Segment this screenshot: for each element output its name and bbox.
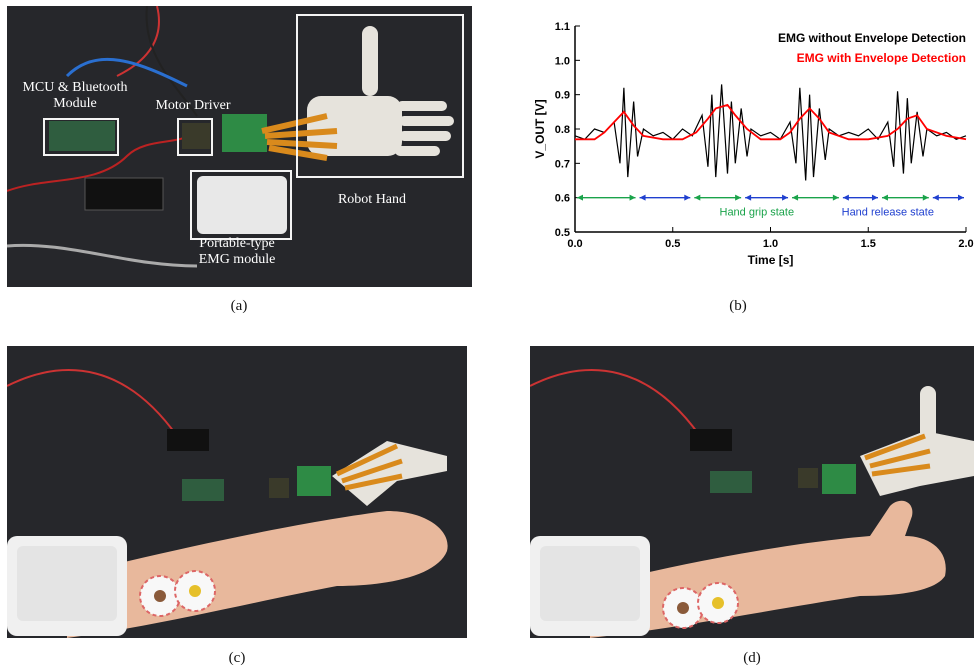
y-tick-label: 0.5	[555, 227, 570, 239]
caption-a: (a)	[230, 298, 248, 314]
robot-hand-highlight-box	[296, 14, 464, 178]
arrow-head	[832, 194, 839, 201]
y-tick-label: 1.0	[555, 55, 570, 67]
arrow-head	[932, 194, 939, 201]
legend-entry: EMG with Envelope Detection	[797, 51, 966, 65]
series-line-envelope	[575, 103, 967, 141]
y-tick-label: 1.1	[555, 21, 570, 33]
motor-driver-board	[182, 123, 210, 149]
mcu-highlight-box	[43, 118, 119, 156]
arrow-head	[871, 194, 878, 201]
y-tick-label: 0.8	[555, 124, 570, 136]
panel-b-chart: 0.0 0.5 1.0 1.5 2.0 0.5 0.6 0.7 0.8 0.9 1.0 1.1 Time…	[530, 6, 974, 290]
arrow-head	[629, 194, 636, 201]
robot-hand-shape	[261, 26, 454, 161]
x-tick-label: 1.0	[763, 238, 778, 250]
y-tick-label: 0.6	[555, 193, 570, 205]
arrow-head	[782, 194, 789, 201]
arm-grip-illustration	[530, 369, 974, 638]
panel-d-photo	[530, 346, 974, 638]
arrow-head	[958, 194, 964, 201]
battery-box	[84, 177, 164, 211]
panel-c-photo	[7, 346, 467, 638]
label-robot-hand: Robot Hand	[337, 192, 407, 207]
annotation-grip-state: Hand grip state	[720, 207, 795, 219]
panel-a-photo: MCU & Bluetooth Module Motor Driver Robo…	[7, 6, 472, 287]
legend-entry: EMG without Envelope Detection	[778, 31, 966, 45]
x-tick-label: 0.5	[665, 238, 680, 250]
hardware-illustration	[7, 6, 454, 268]
arrow-head	[792, 194, 799, 201]
arrow-head	[684, 194, 691, 201]
y-tick-label: 0.7	[555, 158, 570, 170]
y-tick-label: 0.9	[555, 90, 570, 102]
annotation-release-state: Hand release state	[842, 207, 934, 219]
label-motor-driver: Motor Driver	[155, 98, 231, 113]
motor-driver-highlight-box	[177, 118, 213, 156]
arrow-head	[922, 194, 929, 201]
y-axis-label: V_OUT [V]	[533, 99, 547, 158]
arrow-head	[842, 194, 849, 201]
x-tick-label: 2.0	[958, 238, 973, 250]
caption-d: (d)	[743, 650, 761, 666]
arm-release-illustration	[7, 369, 448, 638]
arrow-head	[745, 194, 752, 201]
arrow-head	[639, 194, 646, 201]
label-emg-module: Portable-type EMG module	[198, 236, 276, 267]
mcu-board	[49, 121, 115, 151]
x-axis-label: Time [s]	[748, 253, 794, 267]
arrow-head	[577, 194, 583, 201]
label-mcu: MCU & Bluetooth Module	[22, 80, 128, 111]
arrow-head	[881, 194, 888, 201]
emg-highlight-box	[190, 170, 292, 240]
caption-c: (c)	[228, 650, 246, 666]
arrow-head	[735, 194, 742, 201]
x-tick-label: 0.0	[567, 238, 582, 250]
x-tick-label: 1.5	[861, 238, 876, 250]
caption-b: (b)	[729, 298, 747, 314]
series-line-raw-emg	[574, 84, 967, 181]
arrow-head	[694, 194, 701, 201]
emg-module-device	[197, 176, 287, 234]
emg-chart: 0.0 0.5 1.0 1.5 2.00.50.60.70.80.91.01.1Time…	[533, 21, 974, 267]
